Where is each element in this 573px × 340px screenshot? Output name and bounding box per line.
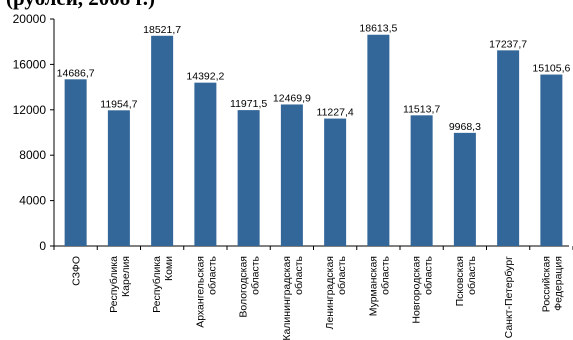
data-label: 17237,7 bbox=[489, 38, 527, 50]
x-tick-label: область bbox=[293, 255, 305, 294]
bar bbox=[367, 34, 390, 246]
data-label: 12469,9 bbox=[273, 92, 311, 104]
x-tick-label: Мурманская bbox=[367, 256, 379, 316]
bar bbox=[324, 118, 347, 246]
data-label: 18613,5 bbox=[359, 23, 397, 35]
x-tick-label: Архангельская bbox=[194, 256, 206, 328]
x-tick-labels: СЗФО Республика Карелия Республика Коми Архан… bbox=[71, 255, 565, 340]
x-tick-label: область bbox=[250, 255, 262, 294]
bars bbox=[64, 34, 563, 247]
y-tick-label: 4000 bbox=[19, 194, 46, 208]
x-tick-label: Федерация bbox=[552, 256, 564, 311]
axes: 0 4000 8000 12000 16000 20000 bbox=[13, 12, 573, 253]
x-tick-label: Псковская bbox=[454, 256, 466, 306]
data-label: 9968,3 bbox=[449, 121, 481, 133]
data-label: 11513,7 bbox=[403, 103, 440, 115]
bar bbox=[194, 82, 217, 247]
chart-title: (рублей, 2008 г.) bbox=[6, 0, 155, 10]
data-label: 18521,7 bbox=[143, 24, 181, 36]
y-tick-label: 16000 bbox=[13, 57, 47, 71]
x-tick-label: область bbox=[379, 255, 391, 294]
x-tick-label: Российская bbox=[540, 256, 552, 312]
bar bbox=[151, 35, 174, 246]
bar bbox=[497, 50, 520, 246]
x-tick-label: СЗФО bbox=[71, 256, 83, 286]
x-tick-label: Ленинградская bbox=[324, 256, 336, 329]
bar bbox=[237, 110, 260, 247]
x-tick-label: Новгородская bbox=[411, 256, 423, 324]
x-tick-label: область bbox=[466, 255, 478, 294]
y-tick-label: 20000 bbox=[13, 12, 47, 26]
x-tick-label: Вологодская bbox=[238, 256, 250, 318]
data-labels: 14686,7 11954,7 18521,7 14392,2 11971,5 12469… bbox=[57, 23, 571, 133]
x-tick-label: область bbox=[206, 255, 218, 294]
x-tick-label: Коми bbox=[163, 256, 175, 281]
x-tick-label: область bbox=[423, 255, 435, 294]
y-tick-label: 12000 bbox=[13, 103, 47, 117]
x-tick-label: Республика bbox=[151, 256, 163, 313]
x-tick-label: Калининградская bbox=[281, 256, 293, 340]
bar bbox=[540, 74, 563, 246]
x-tick-label: Санкт-Петербург bbox=[503, 256, 515, 339]
data-label: 11954,7 bbox=[100, 98, 137, 110]
x-tick-label: Карелия bbox=[120, 256, 132, 297]
x-tick-label: область bbox=[336, 255, 348, 294]
y-tick-label: 8000 bbox=[19, 148, 46, 162]
data-label: 11227,4 bbox=[317, 107, 354, 119]
x-tick-label: Республика bbox=[108, 256, 120, 313]
bar bbox=[280, 104, 303, 246]
data-label: 14392,2 bbox=[186, 71, 224, 83]
y-tick-label: 0 bbox=[39, 239, 46, 253]
bar bbox=[453, 132, 476, 246]
bar bbox=[410, 115, 433, 246]
data-label: 15105,6 bbox=[532, 63, 570, 75]
bar bbox=[107, 110, 130, 246]
bar bbox=[64, 79, 87, 246]
data-label: 14686,7 bbox=[57, 67, 95, 79]
data-label: 11971,5 bbox=[230, 98, 267, 110]
